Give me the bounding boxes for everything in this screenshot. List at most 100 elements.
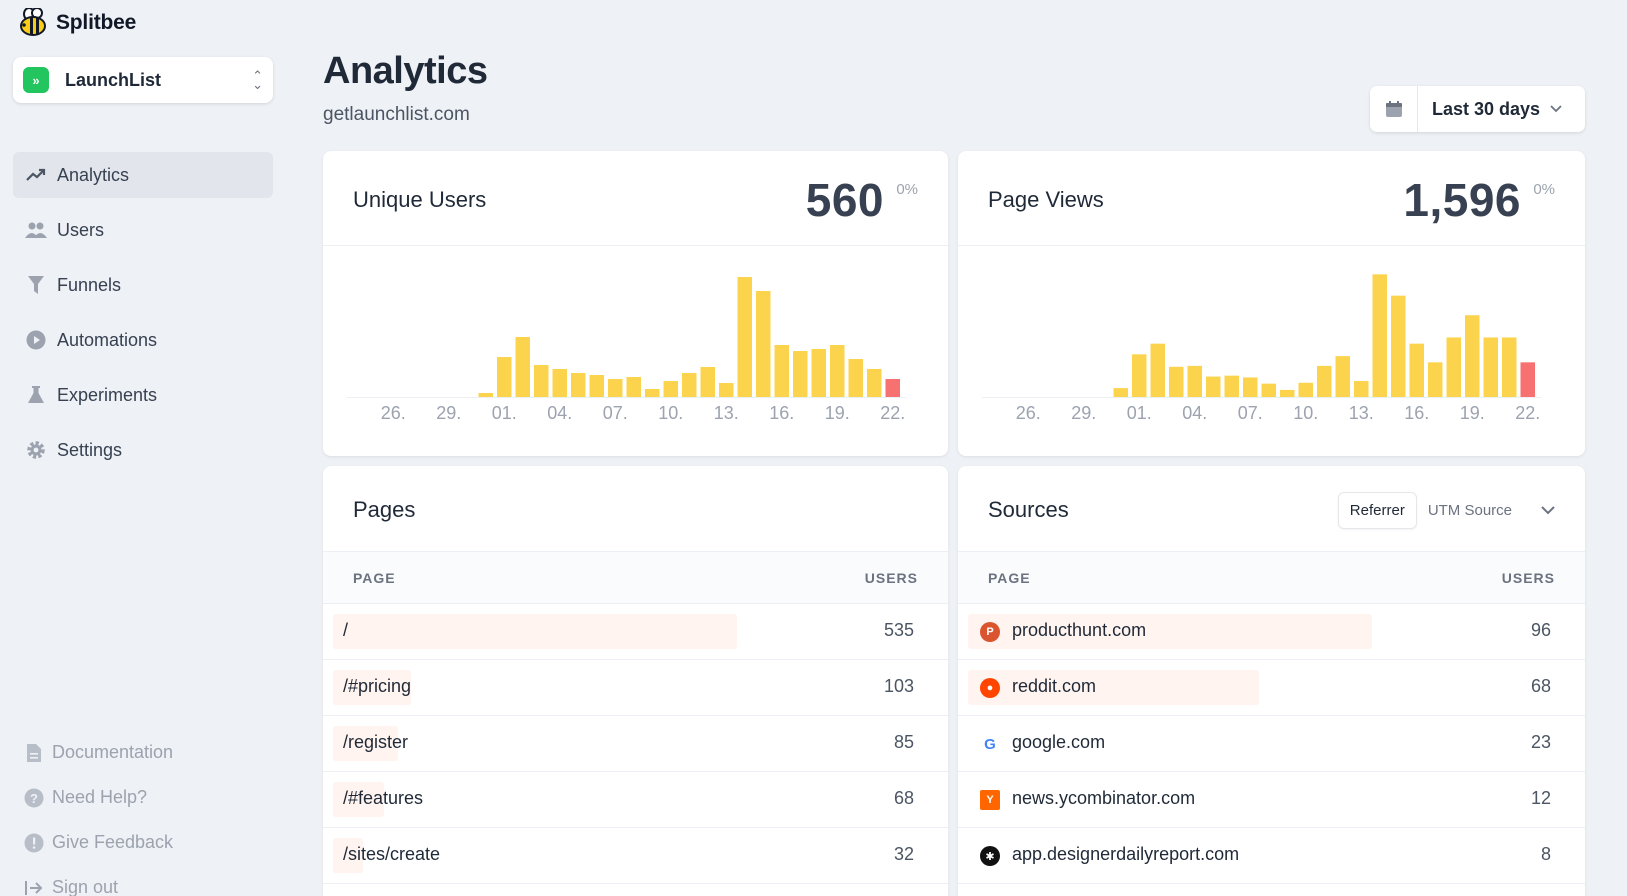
unique-users-chart-bar[interactable] [885, 379, 901, 397]
page-views-chart-bar[interactable] [1317, 365, 1332, 397]
page-views-chart-bar[interactable] [1113, 388, 1129, 397]
sources-title: Sources [988, 497, 1069, 522]
page-views-chart-x-tick-label: 10. [1293, 403, 1318, 423]
unique-users-chart-bar[interactable] [552, 369, 568, 397]
unique-users-chart-bar[interactable] [774, 345, 790, 397]
unique-users-chart-bar[interactable] [811, 349, 827, 397]
page-views-chart[interactable]: 26. 29. 01. 04. 07. 10. 13. 16. 19. 22. [958, 247, 1585, 456]
unique-users-chart-bar[interactable] [571, 373, 586, 397]
table-row[interactable]: / 535 [323, 604, 948, 660]
sidebar-item-label: Experiments [57, 384, 158, 405]
page-views-chart-bar[interactable] [1409, 343, 1425, 397]
need-help-link[interactable]: ? Need Help? [24, 775, 173, 820]
sidebar-item-automations[interactable]: Automations [13, 317, 273, 363]
unique-users-chart-bar[interactable] [793, 351, 808, 397]
page-views-chart-bar[interactable] [1502, 337, 1517, 397]
page-views-chart-bar[interactable] [1169, 366, 1184, 397]
unique-users-chart-bar[interactable] [867, 369, 882, 397]
unique-users-chart-bar[interactable] [756, 291, 771, 397]
sidebar-item-label: Analytics [57, 164, 130, 185]
sidebar-item-funnels[interactable]: Funnels [13, 262, 273, 308]
unique-users-chart-bar[interactable] [515, 337, 531, 397]
chevron-down-icon[interactable] [1541, 502, 1555, 520]
unique-users-chart-bar[interactable] [663, 381, 679, 397]
unique-users-chart-bar[interactable] [830, 345, 845, 397]
table-row[interactable]: /#features 68 [323, 772, 948, 828]
sign-out-link[interactable]: Sign out [24, 865, 173, 896]
page-views-chart-bar[interactable] [1206, 376, 1221, 397]
unique-users-chart-bar[interactable] [589, 375, 605, 397]
launchlist-icon: » [23, 67, 49, 93]
sidebar-item-label: Users [57, 219, 105, 240]
page-views-chart-x-tick-label: 01. [1127, 403, 1152, 423]
table-row[interactable]: /sites/create 32 [323, 828, 948, 884]
unique-users-chart-bar[interactable] [682, 373, 697, 397]
sign-out-icon [24, 878, 44, 896]
unique-users-chart-bar[interactable] [478, 393, 494, 397]
sidebar-item-users[interactable]: Users [13, 207, 273, 253]
page-views-chart-bar[interactable] [1354, 381, 1369, 397]
row-share-bar [333, 782, 385, 817]
page-views-chart-bar[interactable] [1335, 356, 1351, 397]
project-switcher[interactable]: » LaunchList ⌃ ⌄ [13, 57, 273, 103]
reddit-icon: ● [980, 678, 1000, 698]
unique-users-chart-bar[interactable] [626, 377, 642, 397]
unique-users-header: Unique Users 560 0% [323, 151, 948, 246]
sidebar-item-settings[interactable]: Settings [13, 427, 273, 473]
sidebar-item-analytics[interactable]: Analytics [13, 152, 273, 198]
give-feedback-label: Give Feedback [52, 832, 174, 852]
page-views-chart-bar[interactable] [1391, 295, 1406, 397]
row-label: /#features [343, 788, 424, 808]
page-views-chart-bar[interactable] [1261, 383, 1277, 397]
calendar-icon [1370, 86, 1418, 132]
page-views-chart-bar[interactable] [1483, 337, 1499, 397]
table-row[interactable]: /register 85 [323, 716, 948, 772]
chevron-up-down-icon: ⌃ ⌄ [252, 68, 263, 92]
give-feedback-link[interactable]: Give Feedback [24, 820, 173, 865]
funnel-icon [25, 274, 47, 296]
unique-users-chart-bar[interactable] [534, 365, 549, 397]
row-label: google.com [1012, 732, 1106, 752]
page-views-chart-bar[interactable] [1428, 362, 1443, 397]
unique-users-chart-x-tick-label: 26. [381, 403, 406, 423]
page-views-chart-bar[interactable] [1224, 375, 1240, 397]
row-label: /register [343, 732, 409, 752]
tab-utm-source[interactable]: UTM Source [1427, 502, 1512, 519]
page-views-chart-bar[interactable] [1280, 389, 1295, 397]
page-views-chart-bar[interactable] [1372, 274, 1388, 397]
page-views-chart-bar[interactable] [1465, 315, 1480, 397]
producthunt-icon: P [980, 622, 1000, 642]
unique-users-chart-x-tick-label: 19. [825, 403, 850, 423]
page-views-chart-bar[interactable] [1187, 365, 1203, 397]
table-row[interactable]: ✱ app.designerdailyreport.com 8 [958, 828, 1585, 884]
unique-users-chart-bar[interactable] [737, 277, 753, 397]
date-range-picker[interactable]: Last 30 days [1370, 86, 1585, 132]
page-views-chart-bar[interactable] [1298, 382, 1314, 397]
unique-users-chart-bar[interactable] [700, 367, 716, 397]
table-row[interactable]: /#pricing 103 [323, 660, 948, 716]
need-help-label: Need Help? [52, 787, 148, 807]
documentation-link[interactable]: Documentation [24, 730, 173, 775]
page-views-chart-bar[interactable] [1243, 377, 1258, 397]
sidebar-item-experiments[interactable]: Experiments [13, 372, 273, 418]
tab-referrer[interactable]: Referrer [1337, 492, 1417, 529]
unique-users-chart-bar[interactable] [608, 379, 623, 397]
page-views-chart-bar[interactable] [1520, 362, 1536, 397]
page-views-chart-bar[interactable] [1150, 343, 1166, 397]
unique-users-chart-bar[interactable] [497, 357, 512, 397]
page-views-chart-bar[interactable] [1132, 354, 1147, 397]
unique-users-chart-bar[interactable] [848, 359, 864, 397]
unique-users-chart-bar[interactable] [719, 383, 734, 397]
unique-users-chart-bar[interactable] [645, 389, 660, 397]
row-label: reddit.com [1012, 676, 1097, 696]
unique-users-chart[interactable]: 26. 29. 01. 04. 07. 10. 13. 16. 19. 22. [323, 247, 948, 456]
table-row[interactable]: ● reddit.com 68 [958, 660, 1585, 716]
unique-users-chart-x-tick-label: 04. [547, 403, 572, 423]
page-views-chart-bar[interactable] [1446, 337, 1462, 397]
sidebar-footer: Documentation ? Need Help? Give Feedback… [24, 730, 173, 896]
app-logo[interactable]: Splitbee [18, 8, 136, 38]
page-views-chart-x-tick-label: 16. [1404, 403, 1429, 423]
